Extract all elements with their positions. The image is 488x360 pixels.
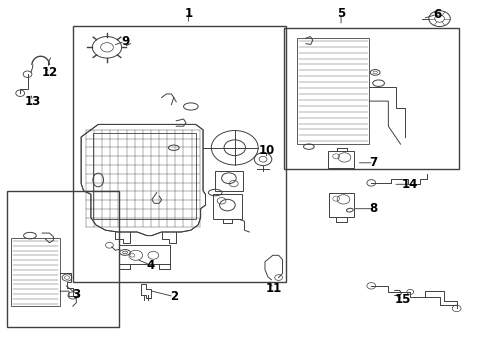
Text: 14: 14 (401, 178, 418, 191)
Bar (93, 134, 195, 220)
Text: 15: 15 (394, 293, 410, 306)
Text: 1: 1 (184, 7, 192, 20)
Bar (119, 244, 169, 264)
Bar (73, 26, 286, 282)
Bar (328, 193, 353, 217)
Text: 8: 8 (369, 202, 377, 215)
Bar (215, 171, 242, 191)
Bar (328, 151, 353, 168)
Bar (11, 238, 60, 306)
Bar (212, 194, 242, 220)
Bar (6, 191, 119, 327)
Text: 10: 10 (258, 144, 274, 157)
Text: 12: 12 (41, 66, 58, 79)
Text: 7: 7 (369, 156, 377, 169)
Text: 2: 2 (169, 290, 178, 303)
Text: 4: 4 (146, 259, 155, 272)
Text: 3: 3 (72, 288, 80, 301)
Text: 9: 9 (121, 35, 129, 48)
Text: 13: 13 (24, 95, 41, 108)
Text: 5: 5 (336, 7, 345, 20)
Text: 6: 6 (432, 8, 440, 21)
Bar (297, 39, 368, 144)
Text: 11: 11 (265, 282, 281, 295)
Bar (283, 28, 458, 169)
